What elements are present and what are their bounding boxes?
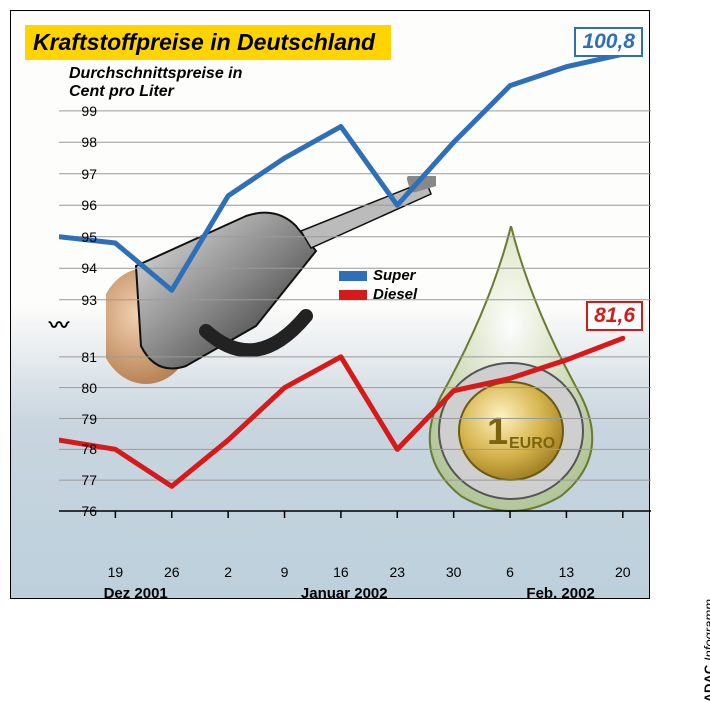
- x-tick-label: 19: [108, 564, 124, 580]
- legend-item-super: Super: [339, 267, 417, 284]
- y-tick-label: 95: [81, 229, 97, 245]
- x-tick-label: 16: [333, 564, 349, 580]
- x-era-label: Dez 2001: [104, 585, 168, 602]
- y-tick-label: 96: [81, 197, 97, 213]
- legend-item-diesel: Diesel: [339, 286, 417, 303]
- credit-suffix: Infogramm: [701, 599, 710, 661]
- y-tick-label: 76: [81, 503, 97, 519]
- legend-label-super: Super: [373, 267, 416, 284]
- credit-brand: ADAC: [701, 665, 710, 702]
- x-tick-label: 9: [281, 564, 289, 580]
- x-era-label: Feb. 2002: [526, 585, 594, 602]
- x-tick-label: 2: [224, 564, 232, 580]
- y-tick-label: 78: [81, 441, 97, 457]
- y-tick-label: 81: [81, 349, 97, 365]
- end-value-diesel: 81,6: [586, 301, 643, 331]
- x-tick-label: 13: [559, 564, 575, 580]
- credit-label: ADAC Infogramm: [701, 599, 710, 702]
- legend: Super Diesel: [339, 267, 417, 305]
- y-tick-label: 79: [81, 411, 97, 427]
- y-tick-label: 98: [81, 134, 97, 150]
- y-tick-label: 93: [81, 292, 97, 308]
- y-tick-label: 97: [81, 166, 97, 182]
- x-tick-label: 23: [389, 564, 405, 580]
- y-tick-label: 77: [81, 472, 97, 488]
- x-tick-label: 26: [164, 564, 180, 580]
- x-tick-label: 30: [446, 564, 462, 580]
- x-tick-label: 20: [615, 564, 631, 580]
- end-value-super: 100,8: [574, 27, 643, 57]
- legend-swatch-super: [339, 271, 367, 281]
- y-tick-label: 94: [81, 260, 97, 276]
- legend-swatch-diesel: [339, 290, 367, 300]
- x-tick-label: 6: [506, 564, 514, 580]
- y-tick-label: 80: [81, 380, 97, 396]
- chart-frame: Kraftstoffpreise in Deutschland Durchsch…: [10, 10, 650, 599]
- axis-break-icon: 〰: [49, 309, 69, 338]
- y-tick-label: 99: [81, 103, 97, 119]
- legend-label-diesel: Diesel: [373, 286, 417, 303]
- x-era-label: Januar 2002: [301, 585, 388, 602]
